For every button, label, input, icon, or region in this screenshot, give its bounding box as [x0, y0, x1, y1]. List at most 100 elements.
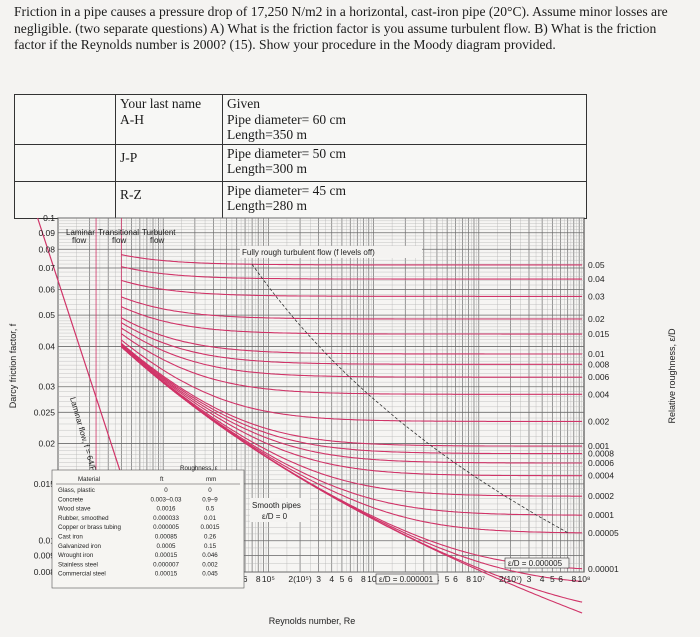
material-name: Concrete [58, 496, 84, 503]
group-a-h: A-H [120, 111, 144, 127]
x-tick-label: 4 [329, 574, 334, 584]
problem-statement: Friction in a pipe causes a pressure dro… [14, 4, 668, 52]
y-tick-label: 0.015 [34, 479, 56, 489]
roughness-label: 0.00001 [588, 564, 619, 574]
y-tick-label: 0.05 [38, 310, 55, 320]
material-mm: 0.002 [202, 561, 218, 568]
y-tick-label: 0.009 [34, 550, 56, 560]
roughness-curve [121, 306, 583, 335]
material-name: Rubber, smoothed [58, 515, 109, 522]
length-r-z: Length=280 m [227, 198, 307, 213]
material-mm: 0.15 [204, 543, 217, 550]
material-mm: 0.01 [204, 515, 217, 522]
roughness-curve [120, 327, 583, 378]
material-ft: 0.00085 [155, 534, 178, 541]
moody-diagram: 0.10.090.080.070.060.050.040.030.0250.02… [8, 213, 677, 626]
material-mm: 0.5 [206, 506, 215, 513]
roughness-label: 0.04 [588, 274, 605, 284]
roughness-curve [121, 254, 583, 266]
group-cell: J-P [115, 143, 223, 182]
length-j-p: Length=300 m [227, 161, 307, 176]
x-tick-label: 10⁷ [473, 574, 486, 584]
smooth-label-bg [250, 498, 310, 522]
roughness-curve [121, 317, 583, 355]
material-mm: 0 [208, 487, 212, 494]
mm-header: mm [206, 476, 216, 483]
material-ft: 0.00015 [155, 571, 178, 578]
material-ft: 0.0016 [157, 506, 176, 513]
material-name: Stainless steel [58, 561, 98, 568]
material-name: Glass, plastic [58, 487, 95, 494]
given-cell: Given Pipe diameter= 60 cm Length=350 m [222, 94, 587, 145]
material-ft: 0.000005 [153, 524, 179, 531]
material-header: Material [78, 476, 100, 483]
material-name: Wood stave [58, 506, 91, 513]
header-last-name: Your last name [120, 96, 202, 111]
material-ft: 0 [164, 487, 168, 494]
material-ft: 0.000033 [153, 515, 179, 522]
x-tick-label: 5 [550, 574, 555, 584]
material-mm: 0.045 [202, 571, 218, 578]
x-tick-label: 6 [558, 574, 563, 584]
laminar-line [37, 217, 122, 476]
material-ft: 0.000007 [153, 561, 179, 568]
roughness-label: 0.001 [588, 441, 610, 451]
diameter-a-h: Pipe diameter= 60 cm [227, 111, 346, 127]
roughness-label: 0.006 [588, 372, 610, 382]
x-tick-label: 5 [340, 574, 345, 584]
roughness-curve [120, 344, 583, 477]
roughness-rows: Glass, plastic 0 0 Concrete 0.003–0.03 0.9–9 W… [58, 487, 220, 578]
material-mm: 0.046 [202, 552, 218, 559]
x-tick-label: 3 [527, 574, 532, 584]
roughness-label: 0.004 [588, 389, 610, 399]
given-table: Your last name A-H Given Pipe diameter= … [14, 94, 587, 219]
diameter-j-p: Pipe diameter= 50 cm [227, 145, 346, 161]
roughness-label: 0.02 [588, 314, 605, 324]
material-ft: 0.00015 [155, 552, 178, 559]
region-transitional: Transitional [98, 228, 139, 237]
y-tick-label: 0.06 [38, 285, 55, 295]
smooth-pipes-label: Smooth pipes [252, 501, 301, 510]
roughness-label: 0.03 [588, 291, 605, 301]
roughness-label: 0.0004 [588, 471, 614, 481]
roughness-curve [120, 339, 583, 422]
material-ft: 0.003–0.03 [151, 496, 183, 503]
given-cell: Pipe diameter= 50 cm Length=300 m [222, 143, 587, 182]
material-mm: 0.26 [204, 534, 217, 541]
group-cell: Your last name A-H [115, 94, 223, 145]
roughness-label: 0.0002 [588, 491, 614, 501]
y2-axis-label: Relative roughness, ε/D [667, 328, 677, 424]
y-tick-label: 0.008 [34, 567, 56, 577]
region-transitional-flow: flow [112, 236, 126, 245]
material-name: Commercial steel [58, 571, 106, 578]
header-given: Given [227, 96, 260, 111]
y-tick-label: 0.07 [38, 263, 55, 273]
roughness-curve [121, 279, 583, 297]
roughness-curve [120, 342, 583, 447]
y-tick-label: 0.09 [38, 228, 55, 238]
material-name: Cast iron [58, 534, 83, 541]
blank-cell [14, 94, 116, 145]
x-tick-label: 8 [466, 574, 471, 584]
roughness-curve [121, 266, 583, 280]
roughness-label: 0.0001 [588, 510, 614, 520]
length-a-h: Length=350 m [227, 127, 307, 142]
x-tick-label: 4 [540, 574, 545, 584]
smooth-eps-label: ε/D = 0 [262, 512, 288, 521]
region-turbulent: Turbulent [142, 228, 176, 237]
y-tick-label: 0.02 [38, 439, 55, 449]
blank-cell [14, 143, 116, 182]
x-tick-label: 10⁶ [367, 574, 380, 584]
x-tick-label: 2(10⁷) [499, 574, 522, 584]
diameter-r-z: Pipe diameter= 45 cm [227, 182, 346, 198]
region-turbulent-flow: flow [150, 236, 164, 245]
roughness-curve [121, 296, 583, 320]
group-j-p: J-P [120, 149, 138, 165]
material-name: Copper or brass tubing [58, 524, 122, 531]
roughness-table-bg [51, 469, 245, 589]
x-tick-label: 8 [571, 574, 576, 584]
x-tick-label: 3 [316, 574, 321, 584]
y-axis-label: Darcy friction factor, f [8, 323, 18, 408]
x-tick-label: 5 [445, 574, 450, 584]
eps-b-label: ε/D = 0.000001 [379, 575, 434, 584]
